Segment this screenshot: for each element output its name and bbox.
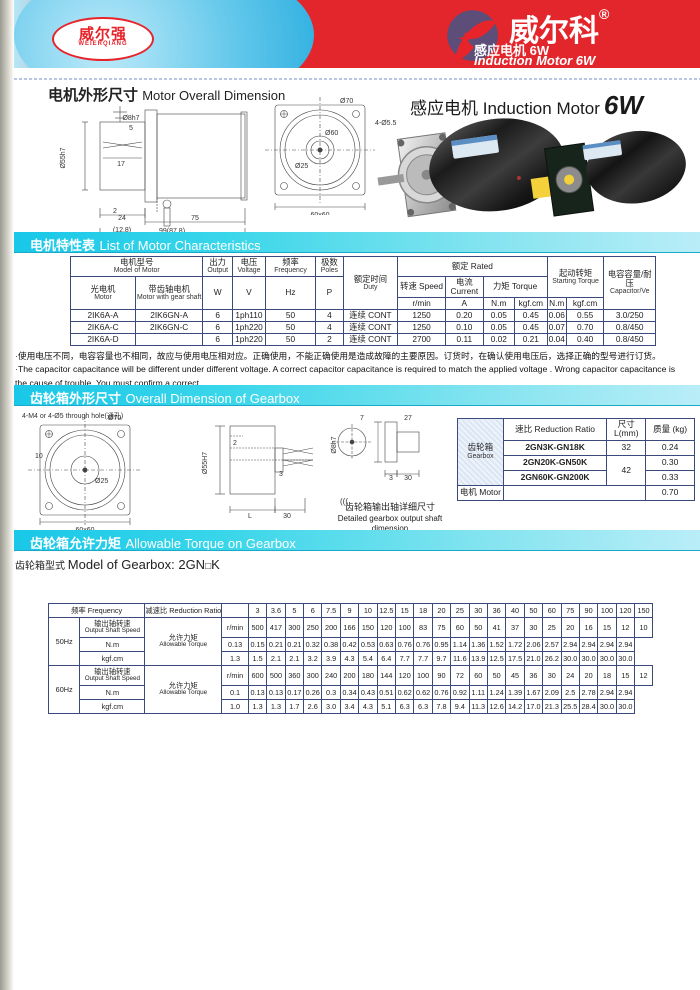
- svg-text:Ø70: Ø70: [340, 98, 353, 105]
- svg-text:60x60: 60x60: [310, 212, 329, 215]
- svg-text:75: 75: [191, 215, 199, 222]
- svg-text:Ø55h7: Ø55h7: [60, 147, 67, 168]
- svg-text:30: 30: [283, 513, 291, 520]
- svg-text:Ø55H7: Ø55H7: [202, 452, 209, 474]
- svg-text:17: 17: [117, 161, 125, 168]
- svg-text:Ø8h7: Ø8h7: [122, 115, 139, 122]
- svg-text:Ø25: Ø25: [95, 478, 108, 485]
- svg-text:4-M4 or 4-Ø5 through hole(通孔): 4-M4 or 4-Ø5 through hole(通孔): [22, 411, 123, 420]
- svg-text:3: 3: [389, 475, 393, 482]
- svg-text:10: 10: [35, 453, 43, 460]
- svg-text:Ø8h7: Ø8h7: [331, 436, 338, 453]
- svg-text:3: 3: [279, 471, 283, 478]
- svg-text:27: 27: [404, 415, 412, 422]
- svg-text:5: 5: [129, 125, 133, 132]
- svg-text:L: L: [248, 513, 252, 520]
- svg-text:Ø25: Ø25: [295, 163, 308, 170]
- svg-text:2: 2: [233, 440, 237, 447]
- svg-text:7: 7: [360, 415, 364, 422]
- svg-text:Ø60: Ø60: [325, 130, 338, 137]
- svg-text:24: 24: [118, 215, 126, 222]
- svg-text:30: 30: [404, 475, 412, 482]
- svg-text:2: 2: [113, 208, 117, 215]
